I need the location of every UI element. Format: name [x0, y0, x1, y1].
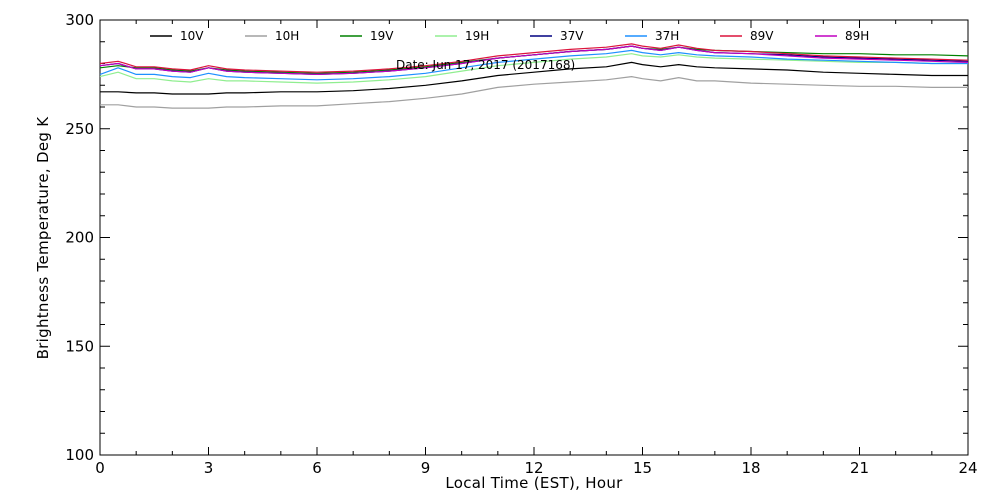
series-line-10h	[100, 75, 968, 109]
legend-label-37h: 37H	[655, 29, 679, 43]
data-series	[99, 43, 969, 109]
y-axis-title: Brightness Temperature, Deg K	[34, 116, 52, 360]
legend-label-10h: 10H	[275, 29, 299, 43]
y-tick-label: 300	[65, 11, 94, 29]
x-tick-label: 6	[312, 459, 322, 477]
legend-label-89v: 89V	[750, 29, 774, 43]
x-axis-title: Local Time (EST), Hour	[445, 474, 623, 492]
legend-label-89h: 89H	[845, 29, 869, 43]
y-tick-label: 200	[65, 229, 94, 247]
x-tick-label: 15	[633, 459, 652, 477]
legend-label-10v: 10V	[180, 29, 204, 43]
y-tick-label: 100	[65, 446, 94, 464]
legend-label-37v: 37V	[560, 29, 584, 43]
x-tick-label: 21	[850, 459, 869, 477]
legend-label-19v: 19V	[370, 29, 394, 43]
legend: 10V 10H 19V 19H 37V 37H 89V 89H	[150, 29, 869, 43]
series-line-37h	[99, 49, 968, 81]
date-annotation: Date: Jun 17, 2017 (2017168)	[396, 58, 575, 72]
series-line-10v	[100, 61, 968, 95]
x-tick-label: 18	[741, 459, 760, 477]
x-tick-label: 0	[95, 459, 105, 477]
series-line-89h	[99, 45, 969, 76]
x-tick-label: 24	[958, 459, 977, 477]
series-line-89v	[99, 43, 969, 73]
y-tick-label: 150	[65, 337, 94, 355]
series-line-19h	[99, 53, 968, 84]
axis-ticks: 0 3 6 9 12 15 18 21 24 100 150 200 250 300	[65, 11, 977, 477]
legend-label-19h: 19H	[465, 29, 489, 43]
y-tick-label: 250	[65, 120, 94, 138]
x-tick-label: 9	[421, 459, 431, 477]
x-tick-label: 12	[524, 459, 543, 477]
x-tick-label: 3	[204, 459, 214, 477]
